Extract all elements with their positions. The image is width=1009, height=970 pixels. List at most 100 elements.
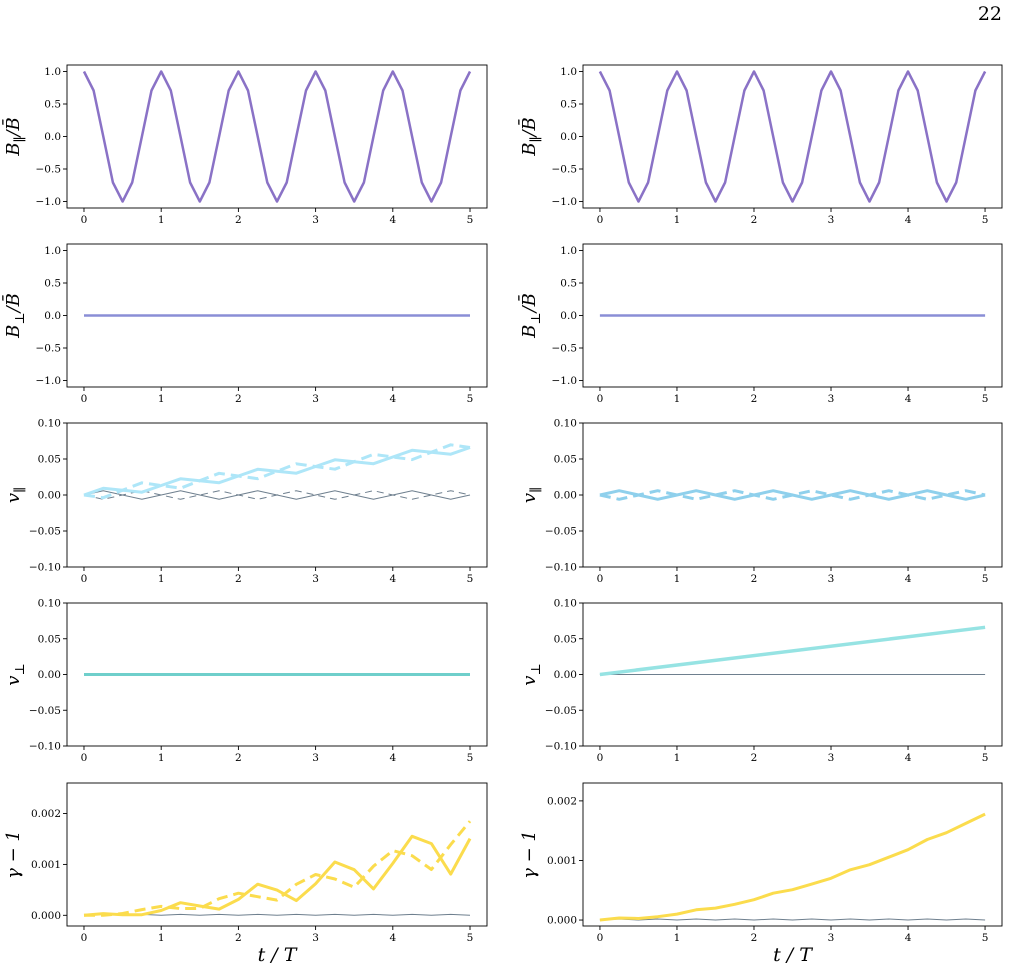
series-main-solid-line [599, 489, 986, 501]
series-main-solid-line [599, 625, 986, 677]
x-tick-label: 2 [235, 214, 242, 226]
series-main-solid-line [598, 70, 987, 203]
y-tick-label: −0.5 [36, 343, 62, 355]
x-tick-label: 0 [597, 752, 604, 764]
x-tick-label: 2 [751, 932, 758, 944]
x-tick-label: 0 [597, 573, 604, 585]
x-tick-label: 3 [312, 573, 319, 585]
y-tick-label: 0.05 [38, 454, 61, 466]
panel-gamma_right: 0 1 2 3 4 5 0.002 0.001 0.000 γ − 1 t / T [519, 782, 1003, 966]
x-tick-label: 3 [312, 393, 319, 405]
panel-v_perp_right: 0 1 2 3 4 5 0.10 0.05 0.00 −0.05 −0.10 v⊥ [519, 598, 1003, 764]
x-tick-label: 0 [81, 393, 88, 405]
x-tick-label: 0 [597, 214, 604, 226]
x-tick-label: 4 [905, 573, 912, 585]
y-tick-label: −1.0 [552, 196, 578, 208]
y-tick-label: 0.00 [38, 490, 61, 502]
x-tick-label: 1 [674, 932, 681, 944]
x-tick-label: 0 [597, 932, 604, 944]
y-axis-label: B∥/B̄ [517, 117, 544, 157]
x-tick-label: 3 [828, 393, 835, 405]
x-tick-label: 3 [828, 573, 835, 585]
y-tick-label: 0.10 [554, 418, 577, 430]
x-tick-label: 1 [674, 393, 681, 405]
panels: 0 1 2 3 4 5 1.0 0.5 0.0 −0.5 −1.0 B∥/B̄ 0 1 2 3 4 5 1.0 0.5… [1, 64, 1003, 966]
x-tick-label: 1 [158, 393, 165, 405]
x-tick-label: 1 [674, 214, 681, 226]
x-tick-label: 0 [81, 214, 88, 226]
x-tick-label: 4 [905, 932, 912, 944]
x-tick-label: 5 [467, 932, 474, 944]
x-tick-label: 5 [982, 932, 989, 944]
y-tick-label: 0.00 [38, 669, 61, 681]
x-tick-label: 0 [81, 573, 88, 585]
y-tick-label: 0.002 [547, 795, 577, 807]
x-tick-label: 0 [81, 932, 88, 944]
y-tick-label: −0.5 [552, 343, 578, 355]
x-tick-label: 4 [905, 393, 912, 405]
y-tick-label: 1.0 [560, 245, 577, 257]
y-tick-label: 0.000 [547, 915, 577, 927]
x-tick-label: 1 [158, 214, 165, 226]
y-tick-label: 0.0 [560, 310, 577, 322]
y-axis-label: B⊥/B̄ [517, 293, 544, 339]
series-main-solid-line [83, 834, 472, 917]
x-tick-label: 4 [389, 573, 396, 585]
y-tick-label: 0.002 [31, 808, 61, 820]
x-tick-label: 4 [905, 214, 912, 226]
x-tick-label: 5 [467, 573, 474, 585]
x-tick-label: 5 [982, 573, 989, 585]
x-tick-label: 3 [312, 752, 319, 764]
y-tick-label: 0.0 [44, 310, 61, 322]
x-tick-label: 2 [235, 393, 242, 405]
y-tick-label: 0.05 [554, 454, 577, 466]
y-tick-label: 0.000 [31, 910, 61, 922]
axes-frame [66, 782, 488, 927]
x-tick-label: 2 [235, 932, 242, 944]
x-tick-label: 2 [235, 573, 242, 585]
x-axis-label: t / T [258, 944, 298, 966]
x-tick-label: 4 [389, 214, 396, 226]
y-tick-label: −0.10 [545, 741, 577, 753]
panel-B_par_left: 0 1 2 3 4 5 1.0 0.5 0.0 −0.5 −1.0 B∥/B̄ [1, 64, 488, 226]
y-tick-label: −0.05 [545, 526, 577, 538]
x-tick-label: 5 [467, 752, 474, 764]
y-tick-label: 1.0 [560, 66, 577, 78]
y-axis-label: B⊥/B̄ [1, 293, 28, 339]
y-tick-label: −0.10 [29, 741, 61, 753]
x-tick-label: 0 [597, 393, 604, 405]
x-tick-label: 4 [389, 752, 396, 764]
y-axis-label: v⊥ [3, 663, 28, 685]
x-tick-label: 0 [81, 752, 88, 764]
y-axis-label: γ − 1 [519, 830, 540, 879]
x-tick-label: 1 [158, 752, 165, 764]
y-tick-label: −0.10 [545, 562, 577, 574]
x-tick-label: 4 [389, 393, 396, 405]
page-number: 22 [978, 3, 1002, 25]
x-tick-label: 3 [828, 214, 835, 226]
y-tick-label: −0.05 [545, 705, 577, 717]
x-tick-label: 5 [467, 214, 474, 226]
panel-gamma_left: 0 1 2 3 4 5 0.002 0.001 0.000 γ − 1 t / T [3, 782, 488, 966]
y-tick-label: 0.00 [554, 669, 577, 681]
x-tick-label: 5 [982, 752, 989, 764]
x-tick-label: 2 [235, 752, 242, 764]
series-main-solid-line [599, 812, 986, 922]
panel-B_par_right: 0 1 2 3 4 5 1.0 0.5 0.0 −0.5 −1.0 B∥/B̄ [517, 64, 1003, 226]
x-tick-label: 1 [158, 573, 165, 585]
y-tick-label: −1.0 [36, 196, 62, 208]
y-tick-label: 0.10 [38, 598, 61, 610]
y-tick-label: 1.0 [44, 245, 61, 257]
x-tick-label: 5 [467, 393, 474, 405]
x-tick-label: 1 [674, 752, 681, 764]
series-background-solid-line [83, 490, 471, 500]
x-tick-label: 3 [312, 932, 319, 944]
x-tick-label: 5 [982, 393, 989, 405]
y-tick-label: −0.05 [29, 705, 61, 717]
y-tick-label: −1.0 [36, 375, 62, 387]
x-tick-label: 5 [982, 214, 989, 226]
panel-B_perp_right: 0 1 2 3 4 5 1.0 0.5 0.0 −0.5 −1.0 B⊥/B̄ [517, 243, 1003, 405]
axes-frame [582, 782, 1003, 927]
y-axis-label: v∥ [519, 487, 544, 503]
